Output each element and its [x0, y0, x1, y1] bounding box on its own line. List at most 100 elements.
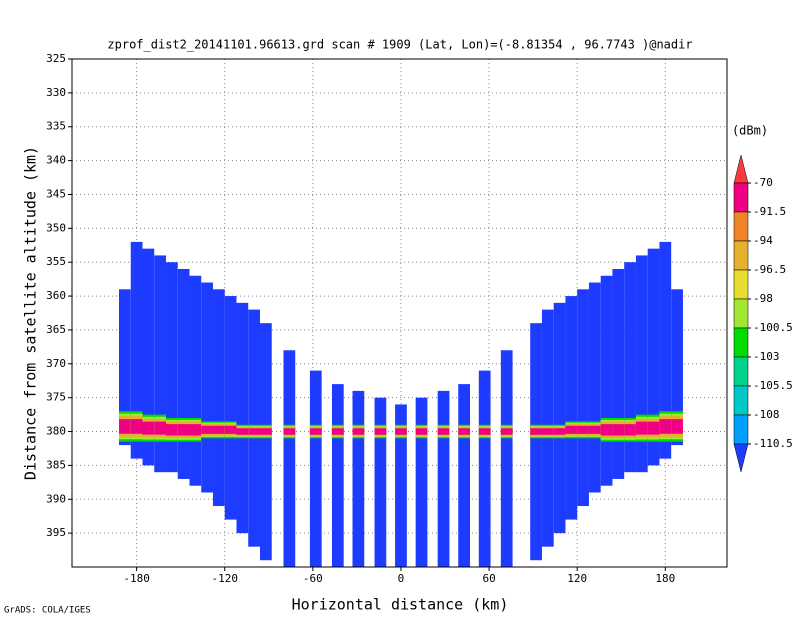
y-tick-label: 340 [46, 154, 66, 167]
y-tick-label: 375 [46, 391, 66, 404]
y-tick-label: 390 [46, 492, 66, 505]
echo-column [458, 384, 470, 567]
bright-band [201, 425, 213, 434]
echo-column [530, 323, 542, 561]
echo-column [500, 350, 513, 567]
echo-column [177, 268, 190, 479]
colorbar-label: -110.5 [753, 437, 793, 450]
echo-column [236, 302, 249, 534]
colorbar-segment [733, 211, 749, 242]
colorbar-segment [733, 414, 749, 445]
bright-band [165, 424, 178, 436]
x-tick-label: 60 [482, 572, 495, 585]
y-tick-label: 385 [46, 458, 66, 471]
colorbar-segment [733, 269, 749, 300]
colorbar-segment [733, 298, 749, 329]
echo-column [553, 302, 566, 534]
bright-band [236, 428, 249, 435]
bright-band [154, 421, 166, 435]
bright-band [189, 424, 202, 436]
y-axis-label: Distance from satellite altitude (km) [22, 146, 40, 480]
bright-band [624, 424, 636, 436]
echo-column [671, 289, 683, 446]
bright-band [577, 425, 589, 434]
echo-column [588, 282, 601, 493]
echo-column [259, 323, 272, 561]
echo-column [395, 404, 407, 567]
colorbar-segment [733, 240, 749, 271]
echo-column [565, 296, 578, 520]
colorbar-arrow-top [733, 154, 749, 184]
bright-band [647, 421, 660, 435]
colorbar-arrow-bottom [733, 443, 749, 473]
bright-band [248, 428, 260, 435]
echo-column [201, 282, 213, 493]
y-tick-label: 380 [46, 425, 66, 438]
echo-column [352, 390, 365, 567]
footer: GrADS: COLA/IGES [4, 606, 91, 616]
bright-band [500, 428, 513, 435]
bright-band [478, 428, 491, 435]
y-tick-label: 365 [46, 323, 66, 336]
colorbar-segment [733, 182, 749, 213]
x-tick-label: -120 [211, 572, 238, 585]
echo-column [118, 289, 131, 446]
colorbar-segment [733, 356, 749, 387]
colorbar-label: -70 [753, 176, 773, 189]
bright-band [635, 421, 648, 435]
colorbar-label: -108 [753, 408, 780, 421]
colorbar-label: -96.5 [753, 263, 786, 276]
y-tick-label: 330 [46, 86, 66, 99]
bright-band [659, 419, 672, 434]
echo-column [142, 248, 155, 466]
echo-column [600, 275, 613, 486]
colorbar-label: -98 [753, 292, 773, 305]
colorbar-label: -100.5 [753, 321, 793, 334]
bright-band [259, 428, 272, 435]
colorbar-label: -105.5 [753, 379, 793, 392]
x-tick-label: 120 [567, 572, 587, 585]
colorbar-label: -103 [753, 350, 780, 363]
bright-band [374, 428, 387, 435]
x-axis-label: Horizontal distance (km) [292, 596, 509, 614]
bright-band [671, 419, 683, 434]
echo-column [130, 241, 143, 459]
bright-band [415, 428, 428, 435]
bright-band [612, 424, 625, 436]
bright-band [553, 428, 566, 435]
echo-column [647, 248, 660, 466]
bright-band [458, 428, 470, 435]
bright-band [600, 424, 613, 436]
y-tick-label: 350 [46, 221, 66, 234]
colorbar-label: -94 [753, 234, 773, 247]
echo-column [374, 397, 387, 567]
bright-band [331, 428, 344, 435]
y-tick-label: 370 [46, 357, 66, 370]
echo-column [415, 397, 428, 567]
x-tick-label: 0 [398, 572, 405, 585]
echo-column [624, 262, 636, 473]
y-tick-label: 345 [46, 187, 66, 200]
bright-band [130, 419, 143, 434]
bright-band [541, 428, 554, 435]
echo-column [212, 289, 225, 507]
bright-band [283, 428, 296, 435]
echo-column [224, 296, 237, 520]
bright-band [142, 421, 155, 435]
echo-column [283, 350, 296, 567]
echo-column [577, 289, 589, 507]
echo-column [635, 255, 648, 473]
echo-column [659, 241, 672, 459]
x-tick-label: 180 [655, 572, 675, 585]
colorbar-segment [733, 385, 749, 416]
chart-title: zprof_dist2_20141101.96613.grd scan # 19… [107, 38, 692, 52]
bright-band [588, 425, 601, 434]
x-tick-label: -180 [123, 572, 150, 585]
bright-band [177, 424, 190, 436]
bright-band [565, 425, 578, 434]
echo-column [437, 390, 450, 567]
bright-band [395, 428, 407, 435]
bright-band [224, 425, 237, 434]
bright-band [530, 428, 542, 435]
echo-column [478, 370, 491, 567]
